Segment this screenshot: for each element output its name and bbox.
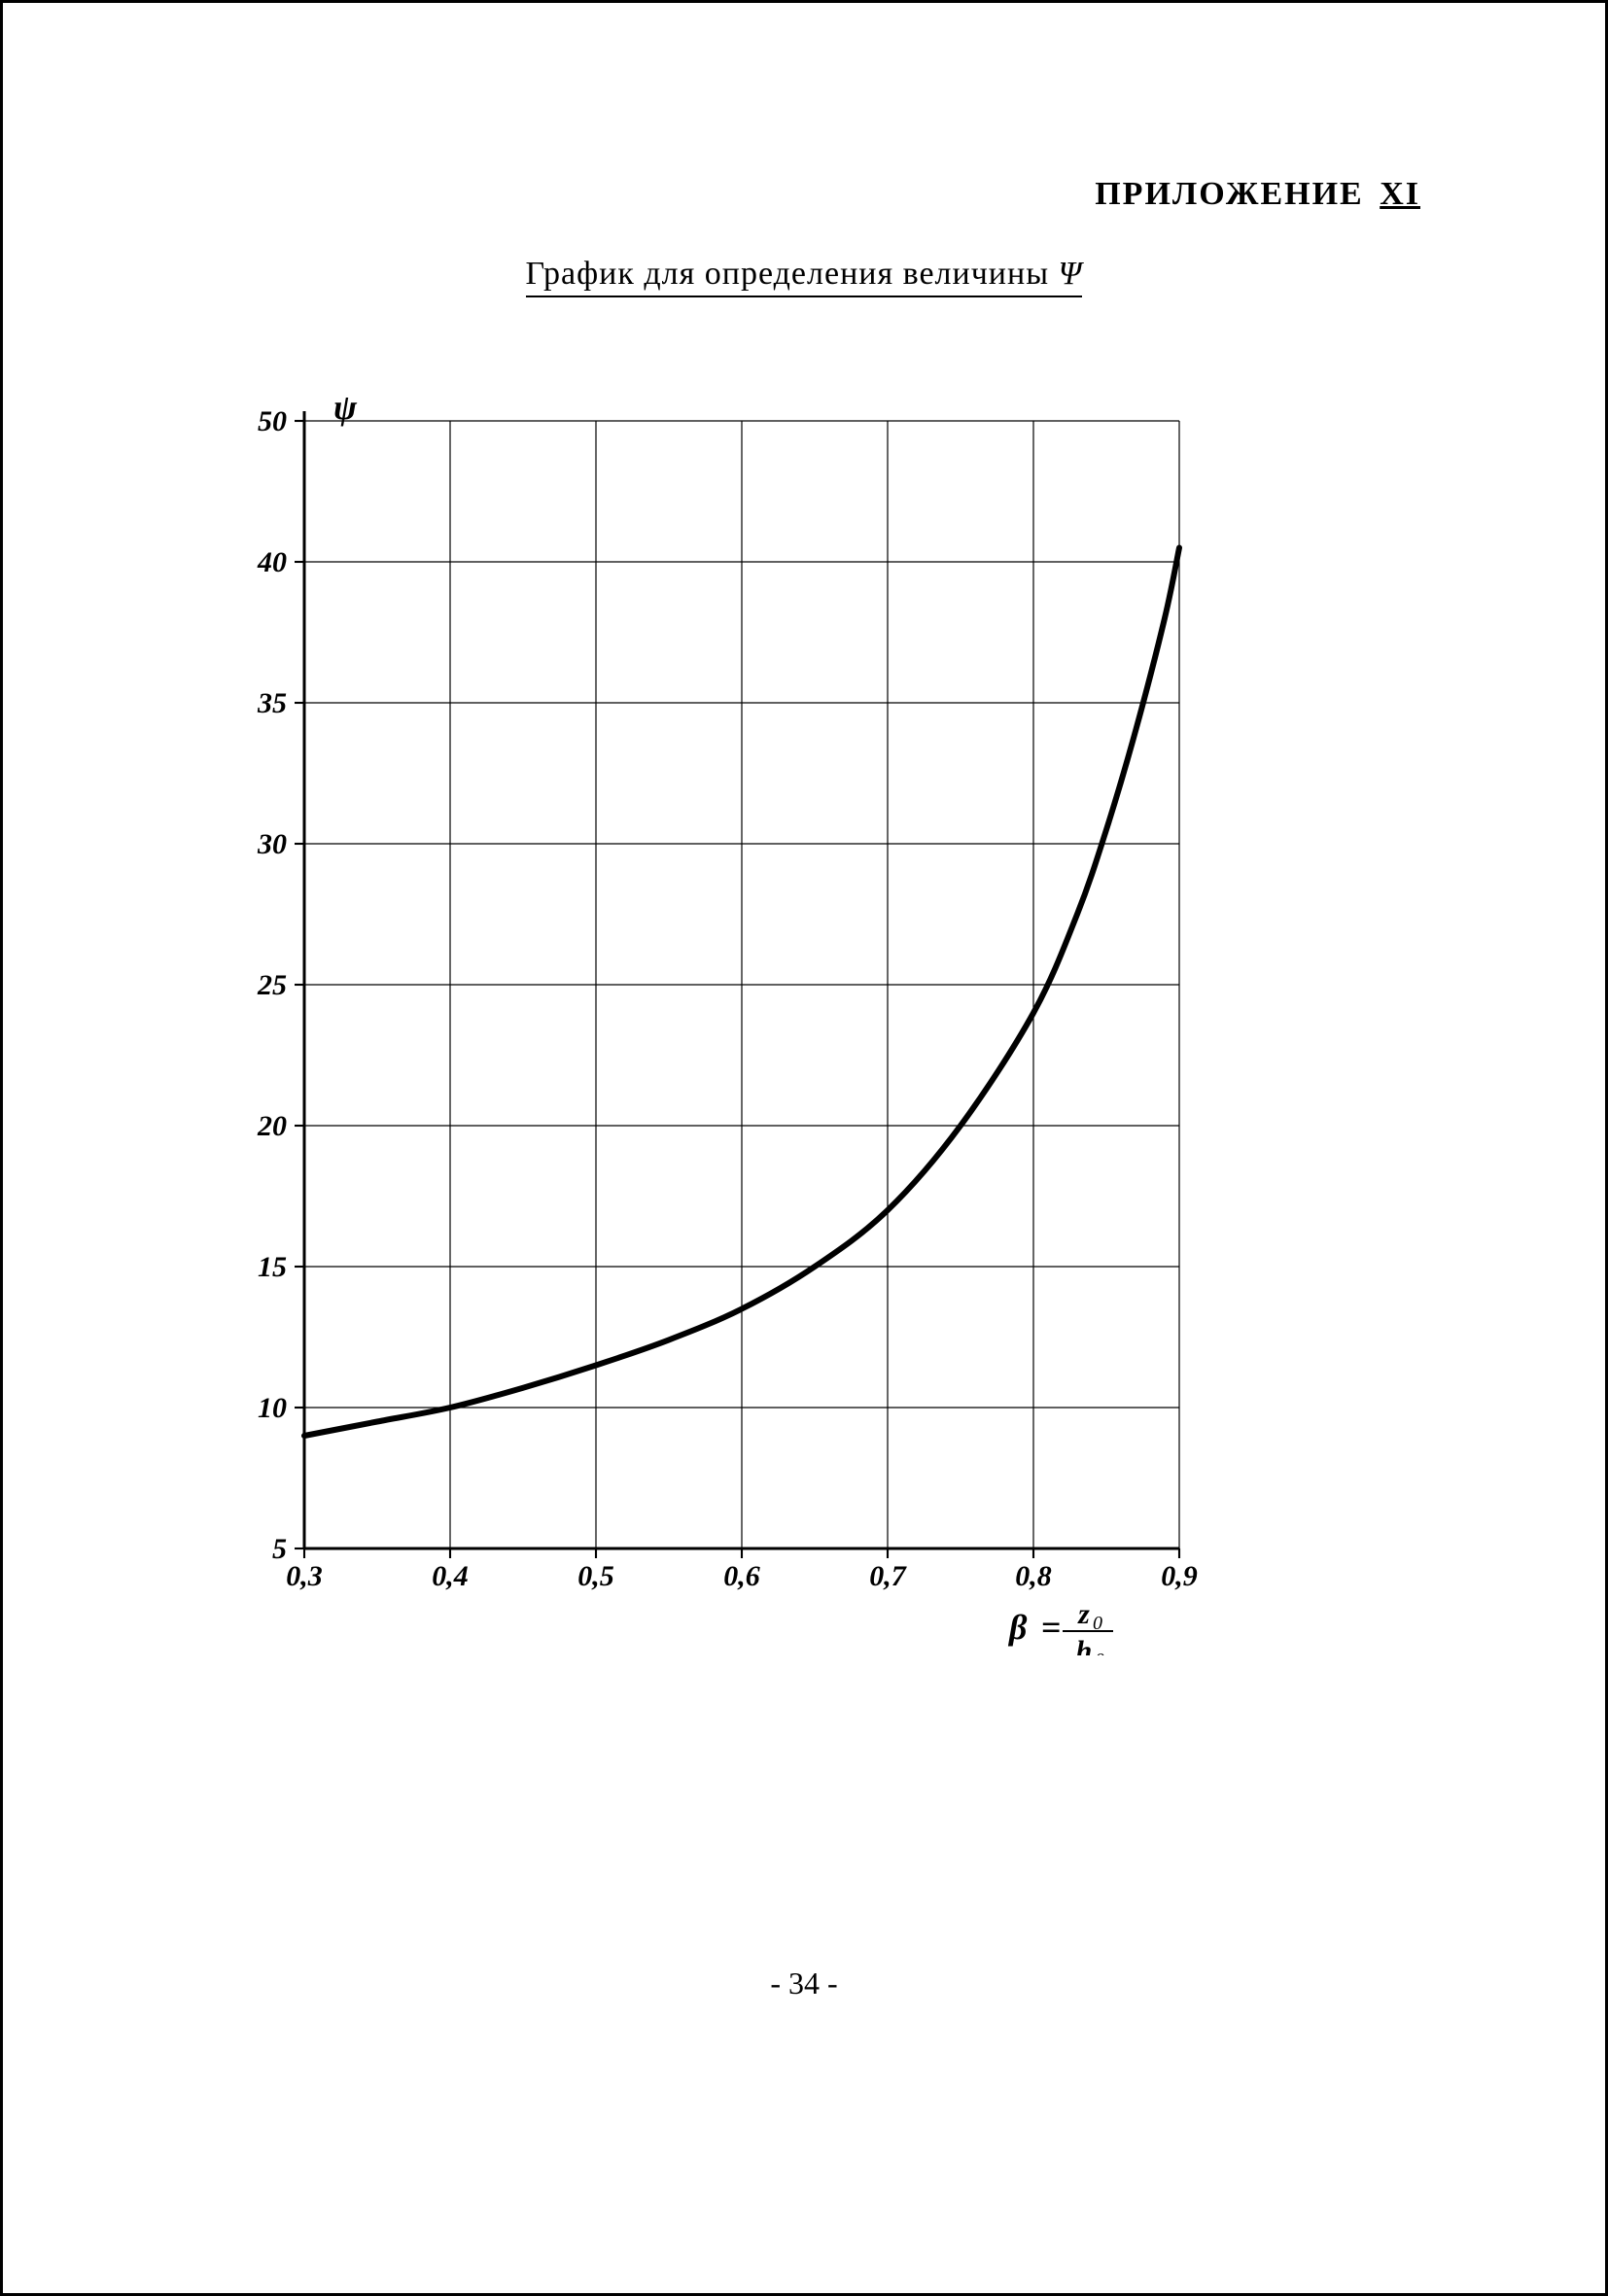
x-tick-label: 0,9 <box>1161 1560 1198 1592</box>
x-axis-var: β <box>1007 1608 1028 1647</box>
appendix-header: ПРИЛОЖЕНИЕ XI <box>1095 176 1420 213</box>
x-axis-denominator: h <box>1076 1635 1093 1655</box>
appendix-number: XI <box>1380 176 1420 212</box>
appendix-label: ПРИЛОЖЕНИЕ <box>1095 176 1363 212</box>
chart-container: 5 10 15 20 25 30 35 40 50 0,3 0,4 0,5 0,6 0,7 0,8 0,9 ψ β… <box>246 392 1218 1655</box>
x-tick-label: 0,4 <box>432 1560 469 1592</box>
y-tick-label: 30 <box>257 828 287 860</box>
x-tick-label: 0,6 <box>723 1560 760 1592</box>
x-axis-denominator-sub: 0 <box>1095 1650 1104 1655</box>
x-axis-numerator: z <box>1077 1598 1090 1630</box>
y-tick-label: 5 <box>272 1533 287 1565</box>
x-axis-eq: = <box>1041 1608 1062 1647</box>
y-tick-label: 20 <box>257 1110 287 1142</box>
title-symbol: Ψ <box>1059 256 1083 292</box>
title-main-text: График для определения величины <box>526 256 1050 292</box>
y-tick-label: 10 <box>258 1392 287 1424</box>
page-frame: ПРИЛОЖЕНИЕ XI График для определения вел… <box>0 0 1608 2296</box>
page-number: - 34 - <box>3 1966 1605 2001</box>
x-tick-label: 0,5 <box>577 1560 614 1592</box>
x-tick-label: 0,7 <box>869 1560 907 1592</box>
psi-chart: 5 10 15 20 25 30 35 40 50 0,3 0,4 0,5 0,6 0,7 0,8 0,9 ψ β… <box>246 392 1218 1655</box>
y-tick-label: 50 <box>258 405 287 437</box>
y-tick-label: 15 <box>258 1251 287 1283</box>
y-tick-label: 40 <box>257 546 287 578</box>
x-tick-label: 0,8 <box>1015 1560 1052 1592</box>
y-tick-label: 25 <box>257 969 287 1001</box>
y-tick-label: 35 <box>257 687 287 719</box>
x-tick-label: 0,3 <box>286 1560 323 1592</box>
y-axis-symbol: ψ <box>333 392 358 427</box>
chart-title: График для определения величины Ψ <box>3 256 1605 293</box>
